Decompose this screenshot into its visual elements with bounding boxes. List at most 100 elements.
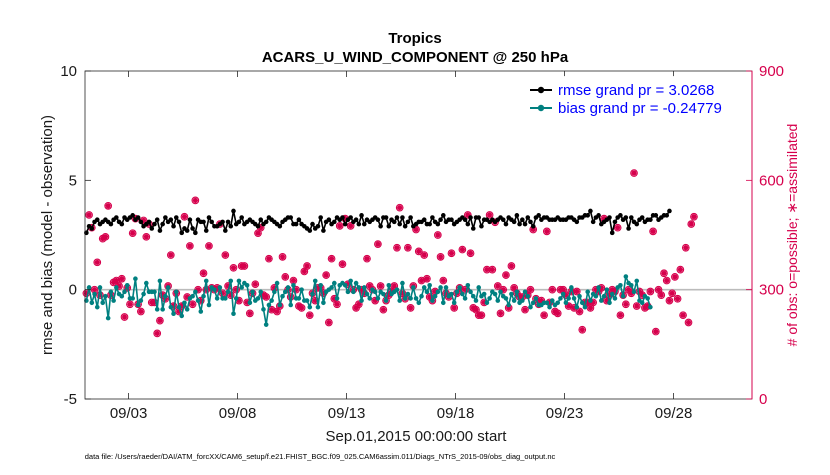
obs-assimilated-marker (655, 287, 662, 293)
obs-assimilated-marker (617, 312, 623, 318)
obs-assimilated-marker (612, 288, 618, 295)
rmse-point (626, 226, 631, 231)
obs-assimilated-marker (331, 296, 337, 302)
obs-assimilated-marker (339, 261, 346, 267)
rmse-point (225, 219, 231, 225)
rmse-point (430, 215, 435, 220)
obs-assimilated-marker (443, 290, 449, 296)
rmse-point (609, 230, 615, 236)
obs-assimilated-marker (680, 312, 686, 318)
obs-possible-marker (327, 254, 336, 263)
bias-point (451, 300, 457, 306)
y-axis-label-right: # of obs: o=possible; ∗=assimilated (784, 124, 800, 347)
obs-assimilated-marker (653, 328, 659, 335)
bias-point (342, 282, 348, 288)
bias-point (321, 300, 326, 306)
legend: rmse grand pr = 3.0268 bias grand pr = -… (523, 76, 746, 120)
bias-point (280, 293, 285, 299)
rmse-point (321, 228, 326, 233)
rmse-point (408, 215, 413, 220)
rmse-point (138, 219, 144, 225)
bias-point (375, 296, 381, 301)
rmse-point (203, 228, 209, 233)
bias-point (266, 302, 272, 308)
rmse-point (187, 217, 193, 222)
obs-assimilated-marker (683, 245, 689, 251)
rmse-point (470, 226, 476, 231)
bias-point (182, 300, 187, 306)
bias-point (310, 291, 315, 297)
bias-point (631, 289, 637, 295)
obs-assimilated-marker (677, 267, 683, 273)
bias-point (639, 300, 645, 306)
bias-point (356, 285, 362, 290)
bias-point (100, 300, 106, 306)
obs-assimilated-marker (522, 307, 528, 313)
rmse-point (318, 215, 323, 220)
bias-point (277, 302, 283, 308)
bias-point (596, 285, 601, 290)
obs-assimilated-marker (432, 288, 438, 295)
bias-point (609, 291, 615, 297)
rmse-point (154, 217, 160, 222)
bias-point (244, 282, 250, 288)
bias-point (353, 280, 359, 286)
rmse-point (296, 217, 302, 222)
obs-possible-marker (526, 285, 535, 294)
obs-possible-marker (186, 242, 194, 250)
obs-assimilated-marker (307, 312, 313, 318)
bias-point (111, 298, 116, 303)
obs-possible-marker (354, 300, 363, 309)
obs-possible-marker (262, 293, 271, 301)
bias-point (154, 307, 160, 312)
obs-assimilated-marker (560, 287, 566, 293)
obs-possible-marker (281, 273, 290, 281)
rmse-point (522, 221, 528, 227)
obs-assimilated-marker (149, 299, 155, 306)
obs-assimilated-marker (121, 314, 128, 320)
obs-assimilated-marker (571, 305, 577, 311)
obs-assimilated-marker (645, 303, 651, 309)
obs-possible-marker (363, 254, 371, 263)
bias-point (514, 289, 520, 295)
obs-assimilated-marker (119, 276, 125, 282)
obs-assimilated-marker (97, 292, 103, 298)
obs-assimilated-marker (451, 305, 457, 311)
obs-possible-marker (564, 302, 573, 310)
obs-possible-marker (117, 274, 126, 283)
bias-point (236, 278, 242, 284)
obs-assimilated-marker (334, 301, 340, 307)
obs-assimilated-marker (541, 312, 547, 318)
obs-possible-marker (232, 285, 241, 294)
obs-assimilated-marker (192, 197, 198, 203)
rmse-point (157, 228, 163, 233)
obs-assimilated-marker (258, 225, 264, 231)
rmse-point (653, 213, 659, 218)
obs-possible-marker (153, 329, 162, 338)
obs-assimilated-marker (233, 287, 239, 293)
obs-assimilated-marker (639, 292, 645, 298)
bias-point (588, 298, 593, 303)
rmse-point (612, 219, 618, 225)
bias-point (133, 276, 138, 282)
obs-assimilated-marker (489, 267, 495, 273)
bias-point (574, 304, 580, 310)
rmse-point (639, 215, 645, 220)
rmse-point (94, 217, 100, 222)
rmse-point (168, 217, 174, 222)
obs-assimilated-marker (519, 294, 525, 300)
data-file-footnote: data file: /Users/raeder/DAI/ATM_forcXX/… (85, 452, 556, 461)
bias-point (634, 278, 640, 284)
obs-assimilated-marker (154, 330, 160, 336)
rmse-point (114, 215, 119, 220)
bias-point (604, 287, 610, 292)
rmse-point (618, 213, 623, 218)
bias-point (124, 282, 130, 288)
bias-point (195, 298, 201, 303)
obs-assimilated-marker (222, 252, 228, 258)
obs-assimilated-marker (405, 245, 411, 251)
obs-assimilated-marker (143, 234, 149, 240)
obs-possible-marker (142, 232, 151, 241)
rmse-point (503, 221, 509, 227)
obs-possible-marker (101, 232, 110, 241)
